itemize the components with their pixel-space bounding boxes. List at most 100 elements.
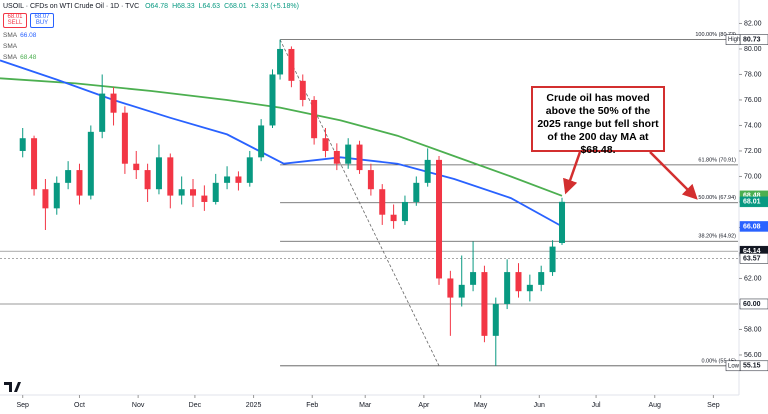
candle-body	[53, 182, 60, 209]
price-tag-label: 66.08	[743, 223, 761, 230]
candle-body	[201, 195, 208, 202]
candle-body	[481, 272, 488, 336]
fib-label: 38.20% (64.92)	[698, 234, 736, 240]
candle-body	[379, 189, 386, 215]
candle-body	[288, 48, 295, 81]
ohlc-value: +3.33 (+5.18%)	[250, 3, 299, 10]
indicator-value: 68.48	[20, 54, 37, 61]
x-tick-label: May	[474, 402, 488, 409]
indicator: SMA 68.48	[3, 54, 36, 61]
ohlc-value: L64.63	[198, 3, 221, 10]
price-tag-name-bg	[725, 360, 741, 372]
candle-body	[413, 182, 420, 202]
price-tag	[739, 196, 768, 208]
candle-body	[65, 170, 72, 183]
indicator: SMA	[3, 43, 20, 50]
x-tick-label: Aug	[649, 402, 662, 409]
y-tick-label: 58.00	[744, 326, 762, 333]
price-tag-label: 63.57	[743, 255, 761, 262]
candle-body	[19, 138, 26, 151]
annotation: Crude oil has moved above the 50% of the…	[531, 86, 665, 156]
candle-body	[447, 278, 454, 298]
candle-body	[110, 93, 117, 113]
candle-body	[549, 246, 556, 273]
candle-body	[167, 157, 174, 196]
candle-body	[538, 272, 545, 285]
ohlc-value: H68.33	[172, 3, 195, 10]
candle-body	[299, 80, 306, 100]
price-tag-name-bg	[725, 34, 741, 45]
candle-body	[42, 189, 49, 209]
arrow	[649, 151, 698, 200]
sell-label: SELL	[7, 20, 23, 26]
candle-body	[504, 272, 511, 304]
candle-body	[99, 93, 106, 132]
indicator-value: 66.08	[20, 32, 37, 39]
candle-body	[401, 201, 408, 222]
candle-body	[311, 99, 318, 139]
price-tag-label: 80.73	[743, 36, 761, 43]
indicator: SMA 66.08	[3, 32, 36, 39]
y-tick-label: 76.00	[744, 97, 762, 104]
candle-body	[246, 157, 253, 183]
x-tick-label: Feb	[306, 402, 318, 409]
sell-price: 68.01	[7, 14, 23, 20]
candle-body	[133, 163, 140, 171]
y-tick-label: 80.00	[744, 46, 762, 53]
candle-body	[87, 131, 94, 196]
candle-body	[212, 182, 219, 202]
candle-body	[458, 284, 465, 298]
candle-body	[492, 303, 499, 336]
candle-body	[356, 144, 363, 171]
x-tick-label: Sep	[707, 402, 720, 409]
price-tag-label: 55.15	[743, 363, 761, 370]
candle-body	[322, 138, 329, 151]
x-tick-label: 2025	[246, 402, 262, 409]
price-tag-label: 60.00	[743, 301, 761, 308]
indicator-name: SMA	[3, 54, 18, 61]
price-tag	[739, 253, 768, 264]
fib-label: 50.00% (67.94)	[698, 195, 736, 201]
candle-body	[390, 214, 397, 222]
indicator-name: SMA	[3, 43, 18, 50]
header: USOIL · CFDs on WTI Crude Oil · 1D · TVC…	[3, 3, 307, 10]
candle-body	[559, 201, 566, 244]
candle-body	[436, 159, 443, 279]
y-tick-label: 70.00	[744, 173, 762, 180]
y-tick-label: 82.00	[744, 20, 762, 27]
y-tick-label: 72.00	[744, 148, 762, 155]
x-tick-label: Jun	[534, 402, 545, 409]
y-tick-label: 62.00	[744, 275, 762, 282]
price-tag-name: High	[728, 37, 740, 43]
candle-body	[258, 125, 265, 158]
candle-body	[526, 284, 533, 292]
candle-body	[470, 272, 477, 285]
sell-button[interactable]: 68.01 SELL	[3, 13, 27, 28]
logo-mark	[4, 382, 21, 392]
price-tag	[739, 298, 768, 310]
candle-body	[424, 159, 431, 183]
candle-body	[345, 144, 352, 164]
candle-body	[515, 272, 522, 292]
x-tick-label: Mar	[359, 402, 372, 409]
x-tick-label: Oct	[74, 402, 85, 409]
price-tag	[739, 221, 768, 232]
x-tick-label: Sep	[16, 402, 29, 409]
x-tick-label: Jul	[592, 402, 601, 409]
candle-body	[269, 74, 276, 126]
fib-label: 100.00% (80.73)	[695, 32, 736, 38]
buy-button[interactable]: 68.07 BUY	[30, 13, 54, 28]
price-tag-label: 68.48	[743, 193, 761, 200]
ohlc-value: O64.78	[145, 3, 169, 10]
ohlc: O64.78 H68.33 L64.63 C68.01 +3.33 (+5.18%)	[145, 3, 303, 10]
buy-label: BUY	[35, 20, 49, 26]
y-tick-label: 74.00	[744, 122, 762, 129]
x-tick-label: Nov	[132, 402, 145, 409]
y-tick-label: 56.00	[744, 352, 762, 359]
candle-body	[333, 150, 340, 164]
fib-label: 61.80% (70.91)	[698, 157, 736, 163]
candle-body	[367, 170, 374, 190]
candle-body	[144, 170, 151, 190]
candle-body	[178, 189, 185, 196]
